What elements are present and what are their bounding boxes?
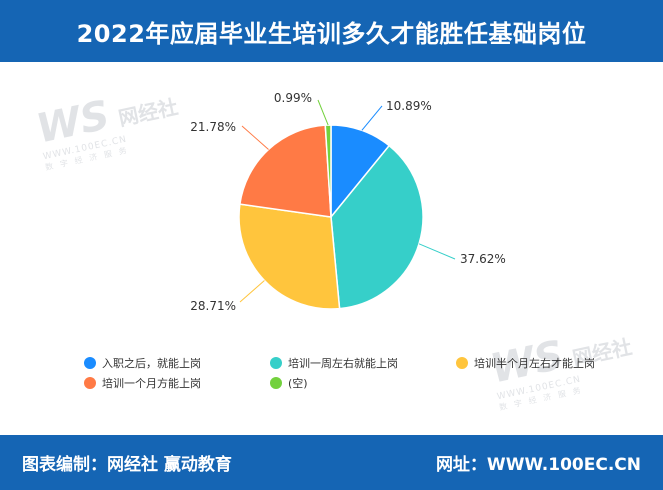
legend-item[interactable]: 培训半个月左右才能上岗	[456, 355, 642, 371]
pie-slice	[239, 124, 332, 218]
legend-marker	[84, 377, 96, 389]
legend-item[interactable]: 入职之后，就能上岗	[84, 355, 270, 371]
data-label: 37.62%	[460, 252, 506, 266]
footer-credit: 图表编制：网经社 赢动教育	[22, 455, 232, 475]
leader-line	[361, 105, 383, 131]
leader-line	[418, 243, 456, 260]
legend-item[interactable]: (空)	[270, 375, 456, 391]
legend-label: 入职之后，就能上岗	[102, 357, 201, 370]
footer-bar: 图表编制：网经社 赢动教育 网址：WWW.100EC.CN	[0, 435, 663, 490]
legend-label: 培训一个月方能上岗	[102, 377, 201, 390]
legend-marker	[270, 357, 282, 369]
legend-marker	[270, 377, 282, 389]
legend-item[interactable]: 培训一周左右就能上岗	[270, 355, 456, 371]
data-label: 21.78%	[190, 120, 236, 134]
chart-legend: 入职之后，就能上岗 培训一周左右就能上岗 培训半个月左右才能上岗培训一个月方能上岗 (…	[84, 355, 644, 391]
title-bar: 2022年应届毕业生培训多久才能胜任基础岗位	[0, 0, 663, 62]
chart-area: WS 网经社 WWW.100EC.CN 数字经济服务 WS 网经社 WWW.10…	[0, 62, 663, 435]
data-label: 10.89%	[386, 99, 432, 113]
legend-label: 培训一周左右就能上岗	[288, 357, 398, 370]
data-label: 0.99%	[274, 91, 312, 105]
chart-title: 2022年应届毕业生培训多久才能胜任基础岗位	[76, 19, 587, 48]
pie-chart: 10.89% 37.62% 28.71% 21.78% 0.99%	[190, 91, 506, 313]
legend-item[interactable]: 培训一个月方能上岗	[84, 375, 270, 391]
legend-marker	[456, 357, 468, 369]
legend-label: (空)	[288, 377, 308, 390]
leader-line	[317, 99, 329, 126]
leader-line	[241, 125, 269, 150]
legend-marker	[84, 357, 96, 369]
footer-website: 网址：WWW.100EC.CN	[435, 455, 641, 475]
data-label: 28.71%	[190, 299, 236, 313]
pie-slice	[238, 203, 341, 310]
leader-line	[239, 280, 265, 303]
legend-label: 培训半个月左右才能上岗	[474, 357, 595, 370]
